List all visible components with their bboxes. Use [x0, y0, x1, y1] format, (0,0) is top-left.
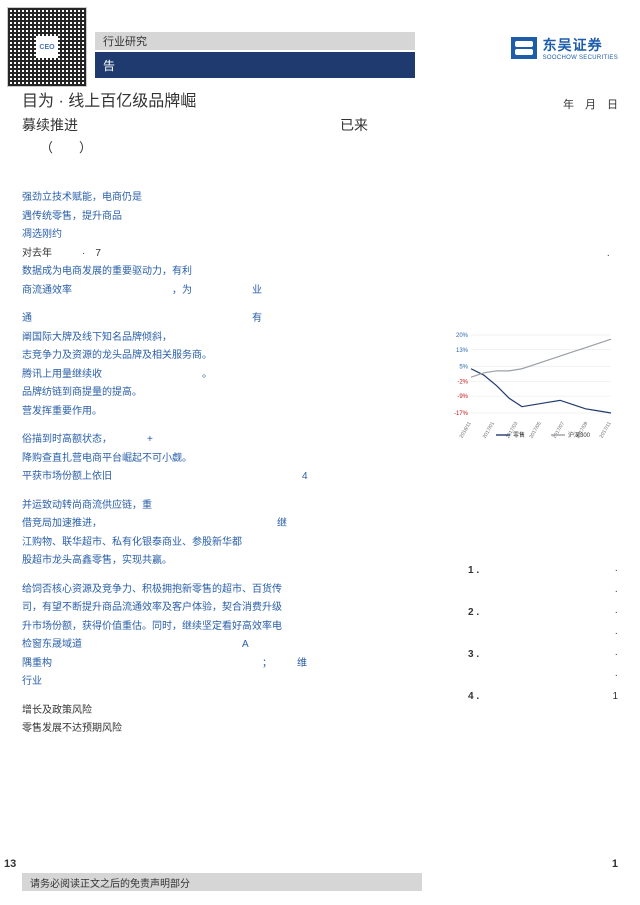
title-line1: 目为 · 线上百亿级品牌崛 — [22, 90, 402, 113]
body-p: 阐国际大牌及线下知名品牌倾斜， — [22, 330, 402, 347]
toc-text: · — [615, 602, 618, 623]
toc-num: 1 . — [468, 560, 479, 581]
title-already: 已来 — [340, 115, 368, 135]
toc-text: · — [615, 581, 618, 602]
toc-row: 2 . · — [468, 602, 618, 623]
header-bar-title: 告 — [95, 52, 415, 78]
body-block-4: 并运致动转尚商流供应链，重 借竞局加速推进， 继 江购物、联华超市、私有化银泰商… — [22, 498, 402, 570]
toc-text: · — [615, 623, 618, 644]
footer-disclaimer: 请务必阅读正文之后的免责声明部分 — [22, 873, 422, 891]
body-p: 凋选刚约 — [22, 227, 402, 244]
body-p: 平获市场份额上依旧 4 — [22, 469, 402, 486]
body-p: 借竞局加速推进， 继 — [22, 516, 402, 533]
toc-text: · — [615, 665, 618, 686]
svg-text:2016/11: 2016/11 — [459, 421, 473, 440]
body-p: 升市场份额，获得价值重估。同时，继续坚定看好高效率电 — [22, 619, 402, 636]
toc-num: 4 . — [468, 686, 479, 707]
header-category-text: 行业研究 — [103, 33, 147, 49]
body-p: 俗描到时高额状态， + — [22, 432, 402, 449]
body-p: 检窗东晟域道 A — [22, 637, 402, 654]
svg-text:13%: 13% — [456, 348, 469, 354]
svg-text:-2%: -2% — [457, 379, 468, 385]
logo-cn: 东吴证券 — [543, 35, 618, 55]
body-column: 强劲立技术赋能，电商仍是 遇传统零售，提升商品 凋选刚约 对去年 · 7 数据成… — [22, 190, 402, 750]
toc-row: · — [468, 623, 618, 644]
body-p: 商流通效率 ，为 业 — [22, 283, 402, 300]
body-p: 行业 — [22, 674, 402, 691]
qr-code: CEO — [7, 7, 87, 87]
body-block-5: 给饲否核心资源及竞争力、积极拥抱新零售的超市、百货传 司，有望不断提升商品流通效… — [22, 582, 402, 691]
toc-num: 3 . — [468, 644, 479, 665]
toc-list: 1 . · · 2 . · · 3 . · · 4 . 1 — [468, 560, 618, 707]
svg-text:零售: 零售 — [513, 431, 525, 439]
body-block-3: 俗描到时高额状态， + 降购查直扎营电商平台崛起不可小觑。 平获市场份额上依旧 … — [22, 432, 402, 486]
page-number-left: 13 — [4, 858, 16, 870]
rhs-marker: · — [607, 250, 610, 261]
footer-text: 请务必阅读正文之后的免责声明部分 — [30, 875, 190, 890]
svg-text:2017/07: 2017/07 — [552, 421, 566, 440]
toc-text: · — [615, 560, 618, 581]
svg-text:2017/05: 2017/05 — [528, 421, 542, 440]
logo-text: 东吴证券 SOOCHOW SECURITIES — [543, 35, 618, 61]
brand-logo: 东吴证券 SOOCHOW SECURITIES — [511, 35, 618, 61]
body-p: 品牌纺链到商提量的提高。 — [22, 385, 402, 402]
page-number-right: 1 — [612, 858, 618, 870]
body-p: 对去年 · 7 — [22, 246, 402, 263]
svg-text:2017/01: 2017/01 — [482, 421, 496, 440]
body-p: 零售发展不达预期风险 — [22, 721, 402, 738]
body-p: 增长及政策风险 — [22, 703, 402, 720]
toc-row: 4 . 1 — [468, 686, 618, 707]
body-p: 司，有望不断提升商品流通效率及客户体验，契合消费升级 — [22, 600, 402, 617]
body-block-2: 通 有 阐国际大牌及线下知名品牌倾斜， 志竞争力及资源的龙头品牌及相关服务商。 … — [22, 311, 402, 420]
body-p: 志竞争力及资源的龙头品牌及相关服务商。 — [22, 348, 402, 365]
logo-mark-icon — [511, 37, 537, 59]
logo-en: SOOCHOW SECURITIES — [543, 55, 618, 61]
title-line1b: 线上百亿级品牌崛 — [68, 93, 196, 110]
qr-center-label: CEO — [36, 36, 58, 58]
body-block-1: 强劲立技术赋能，电商仍是 遇传统零售，提升商品 凋选刚约 对去年 · 7 数据成… — [22, 190, 402, 299]
performance-chart: 20%13%5%-2%-9%-17% 2016/112017/012017/03… — [443, 330, 618, 445]
body-p: 降购查直扎营电商平台崛起不可小觑。 — [22, 451, 402, 468]
body-block-6: 增长及政策风险 零售发展不达预期风险 — [22, 703, 402, 738]
body-p: 腾讯上用量继续收 。 — [22, 367, 402, 384]
body-p: 遇传统零售，提升商品 — [22, 209, 402, 226]
toc-num: 2 . — [468, 602, 479, 623]
svg-text:-9%: -9% — [457, 394, 468, 400]
body-p: 并运致动转尚商流供应链，重 — [22, 498, 402, 515]
body-p: 股超市龙头高鑫零售，实现共赢。 — [22, 553, 402, 570]
chart-svg: 20%13%5%-2%-9%-17% 2016/112017/012017/03… — [443, 330, 618, 445]
qr-pattern: CEO — [8, 8, 86, 86]
toc-row: · — [468, 581, 618, 602]
svg-text:5%: 5% — [459, 365, 468, 371]
svg-text:沪深300: 沪深300 — [568, 431, 591, 439]
toc-text: 1 — [612, 686, 618, 707]
body-p: 营发挥重要作用。 — [22, 404, 402, 421]
header-bar-category: 行业研究 — [95, 32, 415, 50]
toc-text: · — [615, 644, 618, 665]
body-p: 隅重构 ； 维 — [22, 656, 402, 673]
body-p: 数据成为电商发展的重要驱动力，有利 — [22, 264, 402, 281]
title-line1a: 目为 · — [22, 93, 68, 110]
svg-text:-17%: -17% — [454, 411, 469, 417]
svg-text:20%: 20% — [456, 333, 469, 339]
body-p: 江购物、联华超市、私有化银泰商业、参股新华都 — [22, 535, 402, 552]
title-paren: （ ） — [40, 137, 402, 156]
toc-row: 3 . · — [468, 644, 618, 665]
body-p: 通 有 — [22, 311, 402, 328]
date-line: 年 月 日 — [552, 96, 618, 112]
toc-row: · — [468, 665, 618, 686]
body-p: 给饲否核心资源及竞争力、积极拥抱新零售的超市、百货传 — [22, 582, 402, 599]
header-bar2-text: 告 — [103, 57, 115, 74]
toc-row: 1 . · — [468, 560, 618, 581]
svg-text:2017/11: 2017/11 — [599, 421, 613, 440]
body-p: 强劲立技术赋能，电商仍是 — [22, 190, 402, 207]
